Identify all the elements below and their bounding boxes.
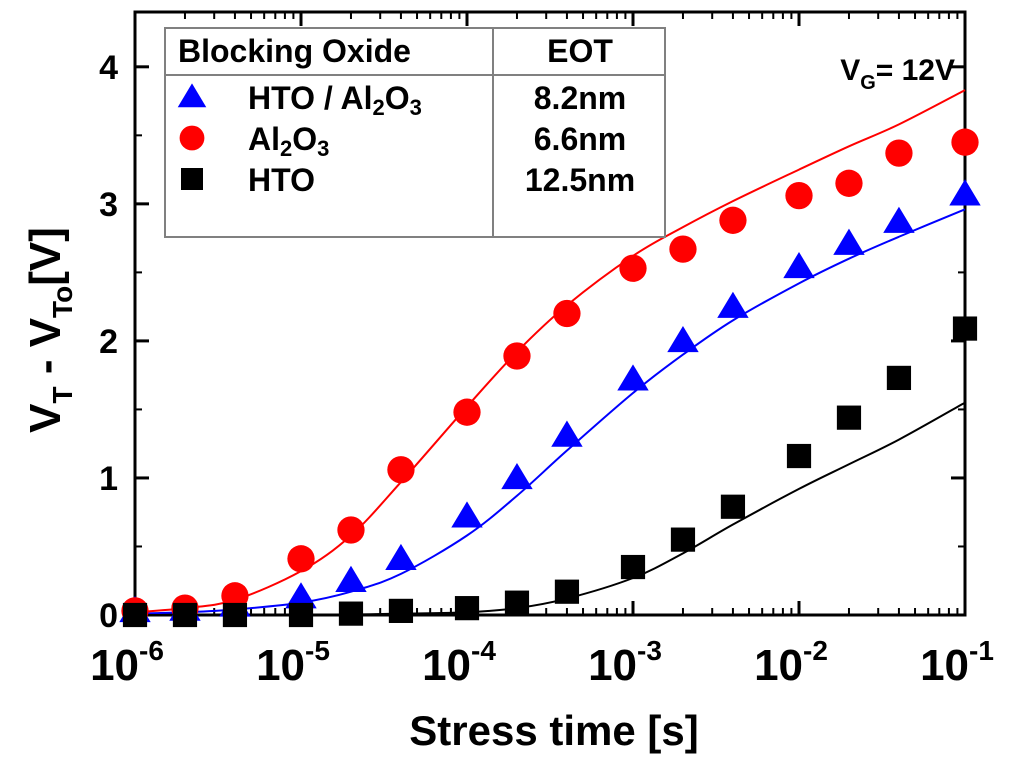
y-tick-label: 0: [99, 597, 118, 635]
x-tick-label: 10-4: [422, 635, 496, 690]
data-point-square: [671, 528, 695, 552]
data-point-square: [389, 599, 413, 623]
data-point-square: [339, 602, 363, 626]
x-axis-title: Stress time [s]: [409, 707, 698, 754]
data-point-square: [887, 366, 911, 390]
legend-marker-circle: [180, 126, 205, 151]
legend-eot-value: 12.5nm: [525, 162, 635, 198]
data-point-circle: [835, 170, 862, 197]
data-point-square: [455, 596, 479, 620]
y-tick-label: 3: [99, 186, 118, 224]
data-point-circle: [719, 207, 746, 234]
data-point-circle: [387, 456, 414, 483]
data-point-square: [787, 444, 811, 468]
data-point-circle: [951, 129, 978, 156]
y-tick-labels: 0 1 2 3 4: [99, 49, 118, 635]
data-point-square: [223, 603, 247, 627]
data-point-circle: [619, 255, 646, 282]
data-point-triangle: [335, 566, 366, 592]
data-point-circle: [287, 545, 314, 572]
data-point-triangle: [883, 207, 914, 233]
data-point-circle: [669, 235, 696, 262]
data-point-square: [505, 591, 529, 615]
y-axis-title: VT​ - VTo​[V]: [21, 227, 78, 433]
data-point-circle: [885, 140, 912, 167]
data-point-square: [721, 495, 745, 519]
x-tick-label: 10-1: [920, 635, 994, 690]
data-point-triangle: [385, 544, 416, 570]
legend-eot-value: 6.6nm: [534, 121, 626, 157]
y-tick-label: 4: [99, 49, 118, 87]
data-point-circle: [553, 300, 580, 327]
gate-voltage-annotation: VG= 12V: [840, 54, 955, 94]
data-point-triangle: [451, 501, 482, 527]
data-point-square: [173, 603, 197, 627]
fit-line-square: [135, 403, 965, 616]
legend-eot-value: 8.2nm: [534, 80, 626, 116]
data-point-square: [953, 316, 977, 340]
x-tick-labels: 10-6 10-5 10-4 10-3 10-2 10-1: [90, 635, 994, 690]
x-tick-label: 10-3: [588, 635, 662, 690]
legend-label: HTO / Al2​O3​: [248, 80, 422, 120]
data-point-triangle: [667, 326, 698, 352]
data-point-square: [123, 603, 147, 627]
x-tick-label: 10-5: [256, 635, 330, 690]
data-point-square: [621, 555, 645, 579]
data-point-triangle: [783, 252, 814, 278]
data-point-square: [555, 580, 579, 604]
legend-header-eot: EOT: [547, 33, 613, 69]
data-point-circle: [453, 399, 480, 426]
data-point-square: [289, 603, 313, 627]
data-point-square: [837, 406, 861, 430]
data-point-triangle: [717, 292, 748, 318]
data-point-triangle: [833, 229, 864, 255]
data-point-triangle: [617, 364, 648, 390]
legend-header-oxide: Blocking Oxide: [178, 33, 411, 69]
x-tick-label: 10-6: [90, 635, 164, 690]
data-point-triangle: [949, 179, 980, 205]
y-tick-label: 2: [99, 323, 118, 361]
data-point-triangle: [551, 421, 582, 447]
data-point-circle: [337, 516, 364, 543]
legend-label: HTO: [248, 162, 315, 198]
legend-marker-square: [181, 168, 203, 190]
data-point-circle: [785, 182, 812, 209]
x-tick-label: 10-2: [754, 635, 828, 690]
data-point-triangle: [501, 463, 532, 489]
data-point-circle: [503, 342, 530, 369]
y-tick-label: 1: [99, 460, 118, 498]
